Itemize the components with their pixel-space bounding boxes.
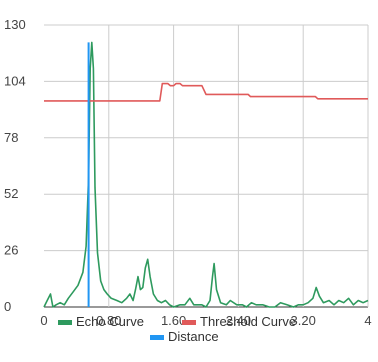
threshold-curve-legend-swatch [182,320,196,325]
x-tick-label: 0.80 [96,313,121,328]
echo-curve-legend-label: Echo Curve [76,314,144,329]
axis-ticks: 0 26 52 78 104 130 0 0.80 1.60 2.40 3.20 4 [4,17,372,328]
x-tick-label: 2.40 [226,313,251,328]
distance-legend-swatch [150,335,164,340]
y-tick-label: 52 [4,186,18,201]
threshold-curve-legend-label: Threshold Curve [200,314,296,329]
series [43,41,369,308]
y-tick-label: 0 [4,299,11,314]
echo-curve-legend-swatch [58,320,72,325]
threshold-curve-line [44,82,368,102]
x-tick-label: 0 [40,313,47,328]
echo-curve-line [43,41,369,308]
y-tick-label: 78 [4,130,18,145]
y-tick-label: 26 [4,243,18,258]
x-tick-label: 3.20 [291,313,316,328]
x-tick-label: 1.60 [161,313,186,328]
distance-legend-label: Distance [168,329,219,344]
x-tick-label: 4 [364,313,371,328]
y-tick-label: 104 [4,73,26,88]
y-tick-label: 130 [4,17,26,32]
